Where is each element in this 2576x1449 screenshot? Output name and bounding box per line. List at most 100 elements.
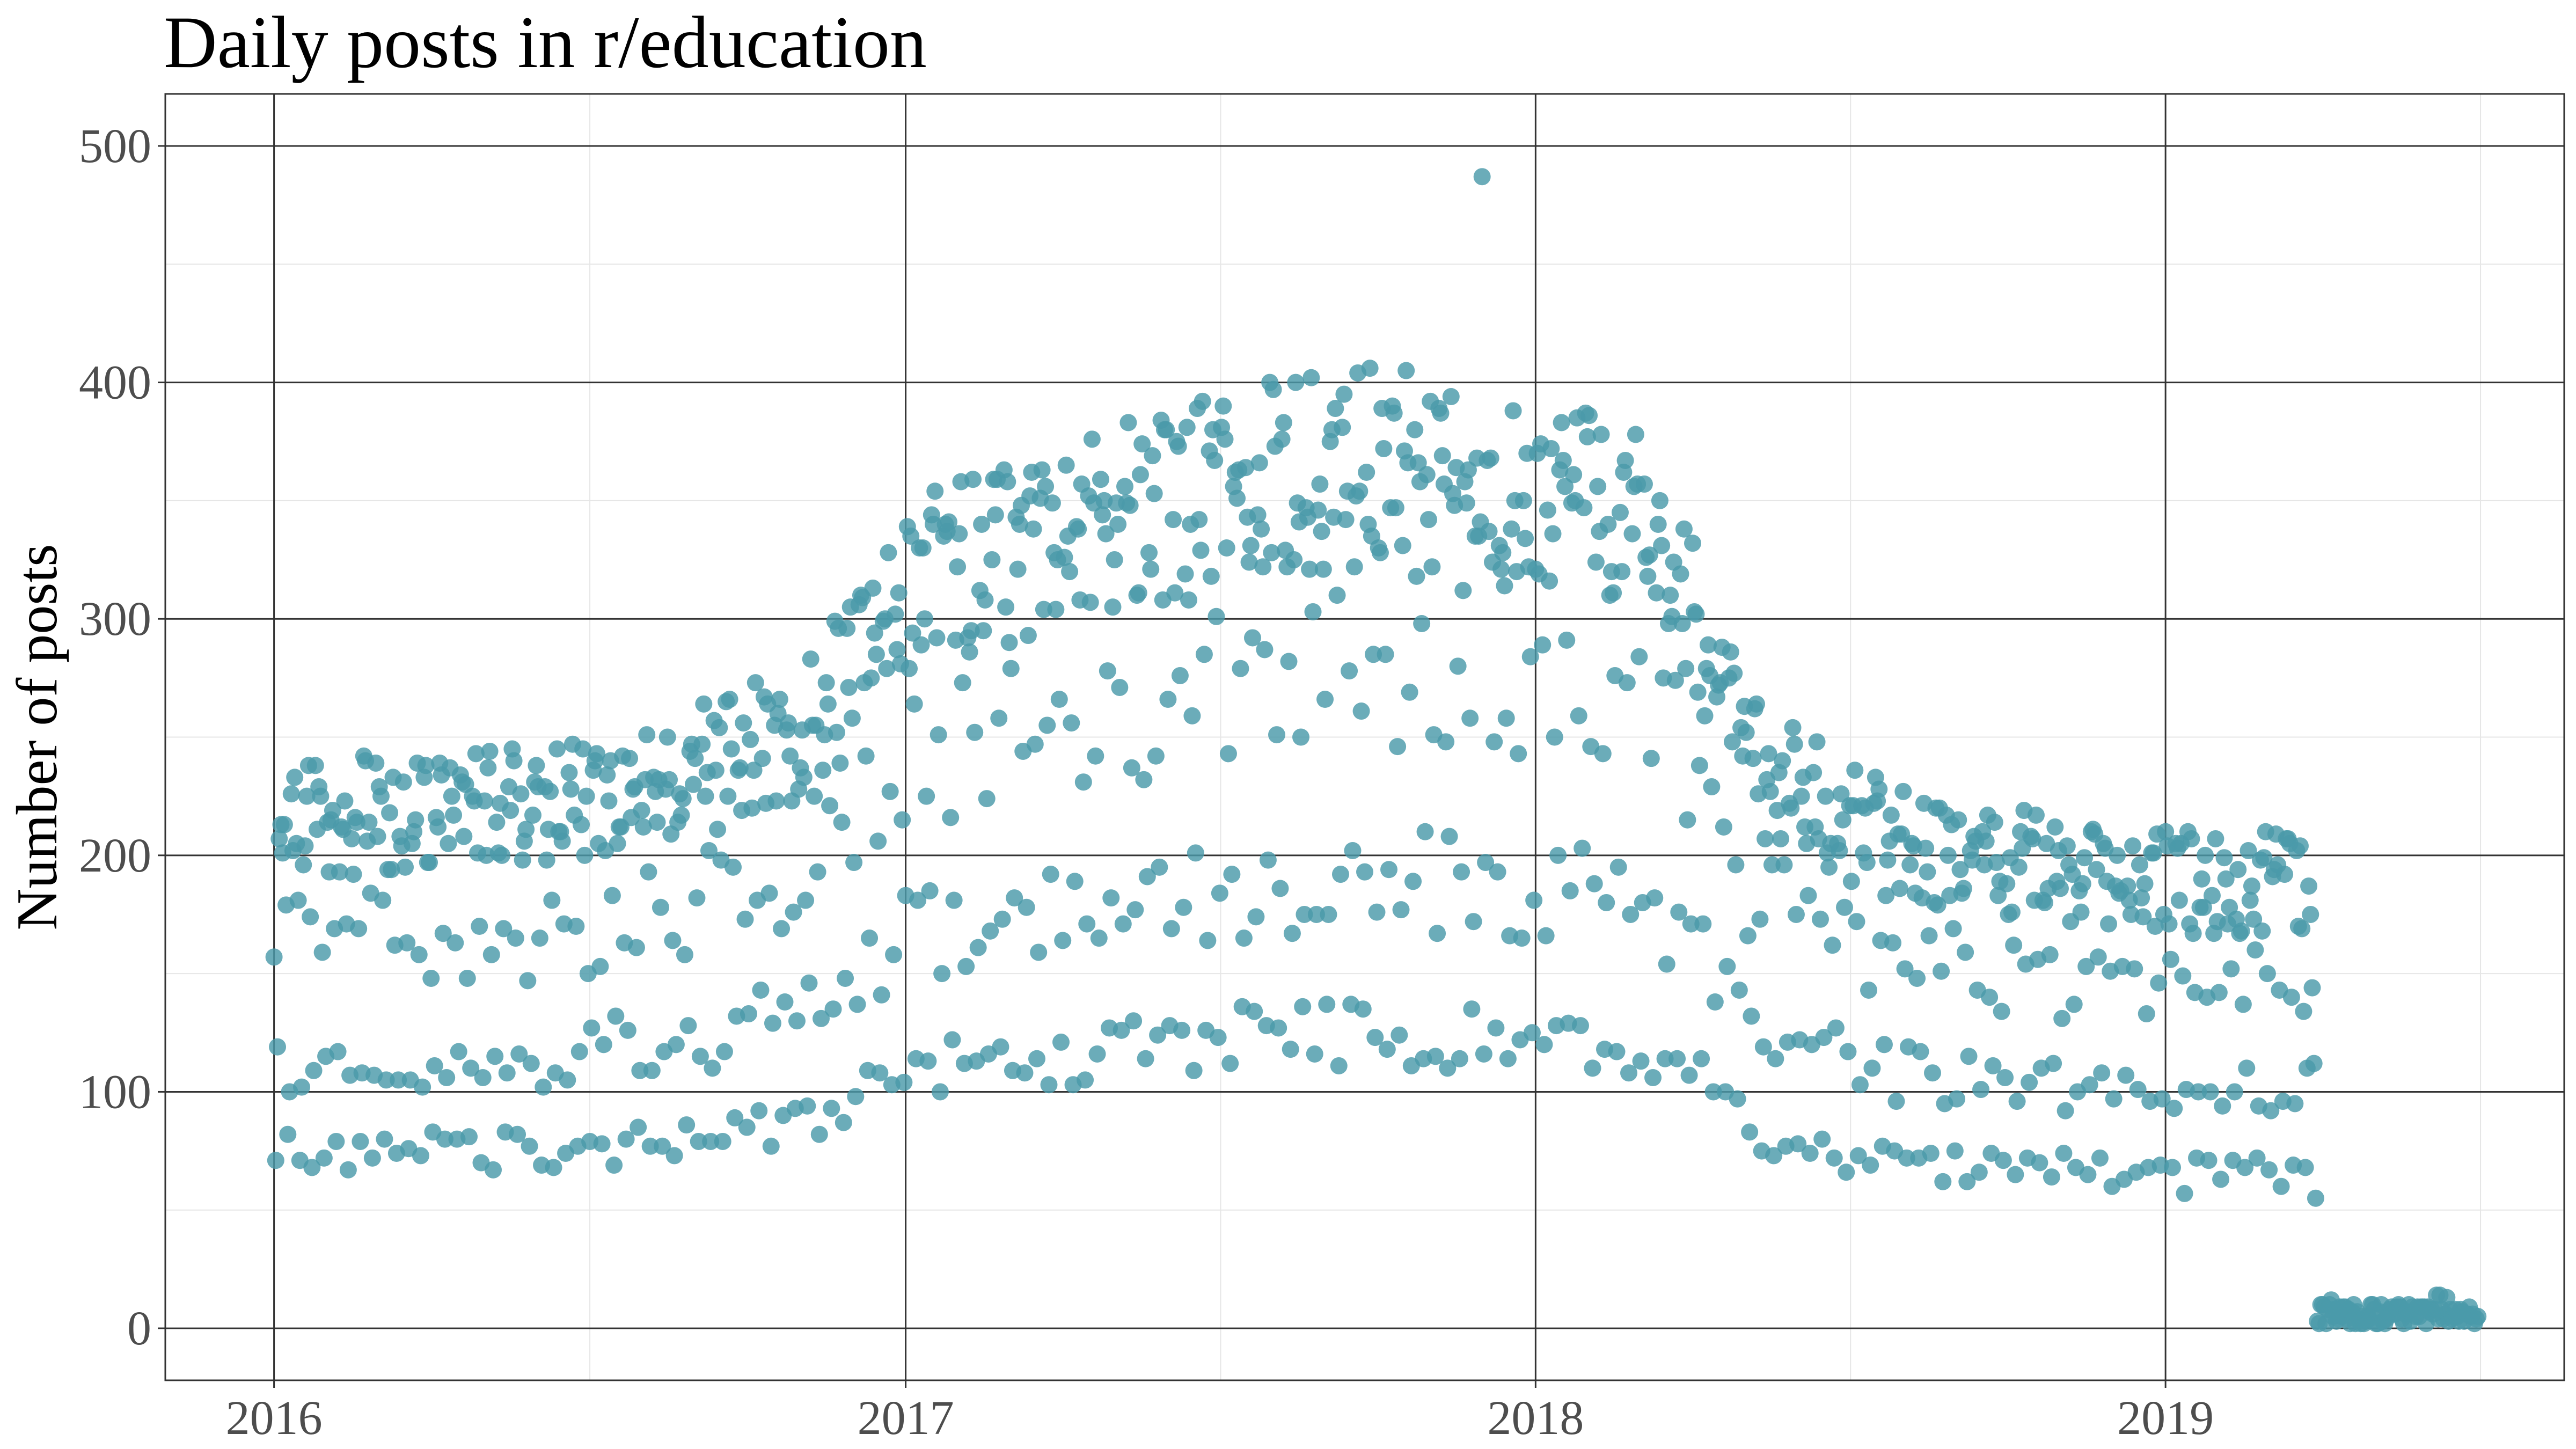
data-point	[390, 1071, 407, 1089]
data-point	[1727, 856, 1745, 874]
data-point	[997, 598, 1015, 616]
data-point	[1368, 903, 1386, 921]
data-point	[665, 1147, 683, 1165]
data-point	[1144, 447, 1161, 465]
data-point	[1668, 1050, 1686, 1067]
data-point	[2296, 1159, 2314, 1176]
data-point	[1311, 475, 1329, 493]
data-point	[1035, 601, 1052, 618]
data-point	[957, 957, 975, 975]
data-point	[440, 835, 457, 852]
data-point	[1011, 515, 1028, 533]
data-point	[367, 754, 385, 772]
data-point	[731, 759, 749, 777]
data-point	[1877, 887, 1895, 904]
data-point	[567, 918, 585, 935]
data-point	[1689, 683, 1707, 701]
data-point	[2105, 1090, 2123, 1108]
data-point	[343, 830, 361, 847]
data-point	[1929, 896, 1946, 914]
data-point	[1114, 915, 1132, 933]
data-point	[764, 1014, 781, 1032]
data-point	[1986, 814, 2003, 831]
data-point	[460, 1128, 478, 1146]
data-point	[881, 782, 899, 800]
data-point	[1673, 615, 1691, 632]
data-point	[1365, 646, 1382, 663]
data-point	[1646, 889, 1664, 907]
data-point	[945, 891, 963, 909]
data-point	[857, 747, 875, 765]
data-point	[2260, 1161, 2278, 1179]
data-point	[871, 1064, 889, 1082]
data-point	[2190, 1083, 2207, 1101]
data-point	[1785, 735, 1803, 753]
data-point	[1589, 478, 1607, 495]
data-point	[1247, 908, 1265, 926]
data-point	[324, 802, 341, 819]
data-point	[1675, 520, 1693, 538]
data-point	[795, 769, 813, 786]
data-point	[954, 674, 971, 692]
data-point	[1228, 489, 1246, 507]
data-point	[1125, 1012, 1143, 1030]
data-point	[479, 759, 497, 777]
data-point	[352, 1132, 369, 1150]
data-point	[2226, 1083, 2243, 1101]
data-point	[1047, 601, 1065, 618]
data-point	[1176, 565, 1194, 583]
data-point	[797, 891, 815, 909]
data-point	[1648, 584, 1665, 602]
data-point	[2081, 1076, 2098, 1094]
data-point	[1000, 634, 1018, 652]
data-point	[1497, 709, 1515, 727]
data-point	[1056, 548, 1073, 566]
data-point	[2302, 905, 2319, 923]
data-point	[885, 946, 903, 963]
data-point	[942, 809, 960, 826]
data-point	[377, 1071, 395, 1089]
data-point	[1765, 1147, 1783, 1165]
data-point	[2303, 979, 2321, 997]
data-point	[1510, 745, 1527, 763]
x-tick-label-2016: 2016	[226, 1392, 323, 1445]
data-point	[1477, 854, 1495, 872]
data-point	[1187, 844, 1204, 862]
data-point	[631, 1062, 649, 1079]
data-point	[845, 854, 863, 872]
data-point	[2093, 1064, 2111, 1082]
data-point	[627, 939, 645, 956]
data-point	[1842, 873, 1860, 890]
data-point	[1644, 1069, 1662, 1086]
data-point	[2088, 861, 2105, 879]
data-point	[1537, 927, 1555, 945]
data-point	[1723, 733, 1741, 751]
data-point	[1246, 1002, 1263, 1020]
data-point	[1517, 530, 1534, 547]
data-point	[1970, 1163, 1988, 1181]
data-point	[1081, 594, 1099, 611]
data-point	[445, 806, 463, 824]
data-point	[1040, 1076, 1058, 1094]
data-point	[1684, 535, 1702, 552]
data-point	[345, 866, 362, 883]
data-point	[2079, 1166, 2097, 1183]
data-point	[1092, 471, 1109, 488]
data-point	[524, 806, 541, 824]
data-point	[1195, 646, 1213, 663]
data-point	[2174, 967, 2192, 985]
data-point	[467, 745, 485, 763]
data-point	[1190, 511, 1208, 529]
data-point	[1218, 539, 1235, 557]
data-point	[2024, 830, 2041, 847]
data-point	[1677, 660, 1695, 677]
data-point	[265, 948, 283, 966]
data-point	[1030, 943, 1048, 961]
data-point	[1162, 920, 1180, 938]
data-point	[1919, 863, 1936, 881]
data-point	[1280, 653, 1298, 670]
data-point	[1815, 1029, 1833, 1046]
data-point	[1341, 662, 1358, 680]
data-point	[2119, 877, 2136, 895]
data-point	[1774, 752, 1791, 770]
